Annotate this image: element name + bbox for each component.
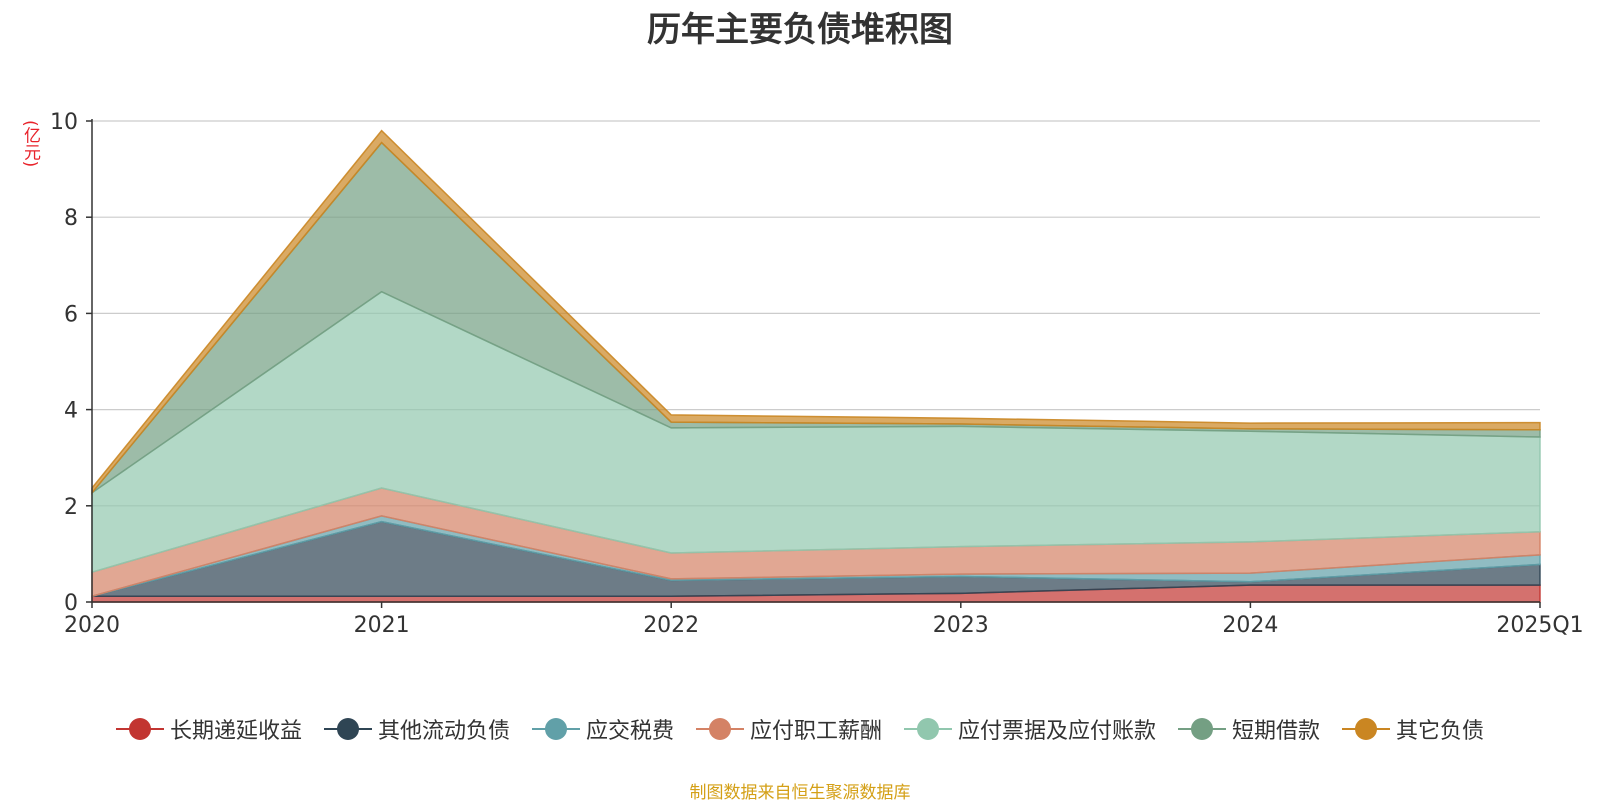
legend-label: 应付票据及应付账款 <box>958 719 1157 744</box>
legend-marker-icon <box>904 717 952 741</box>
legend-label: 其他流动负债 <box>377 719 510 744</box>
legend-label: 短期借款 <box>1232 719 1321 744</box>
legend-item-4[interactable]: 应付票据及应付账款 <box>904 713 1156 745</box>
legend-item-3[interactable]: 应付职工薪酬 <box>695 713 882 745</box>
source-note: 制图数据来自恒生聚源数据库 <box>689 783 911 803</box>
area-series-6[interactable] <box>91 129 1541 495</box>
legend-marker-icon <box>115 717 164 741</box>
legend-marker-icon <box>323 717 372 741</box>
legend-label: 长期递延收益 <box>169 719 302 744</box>
area-series <box>91 129 1541 603</box>
legend-label: 其它负债 <box>1396 719 1485 744</box>
legend-marker-icon <box>1178 717 1227 741</box>
y-tick-label: 10 <box>50 110 78 135</box>
legend-item-1[interactable]: 其他流动负债 <box>323 713 510 745</box>
legend-marker-icon <box>531 717 580 741</box>
legend-label: 应交税费 <box>585 719 674 744</box>
legend-label: 应付职工薪酬 <box>749 719 882 744</box>
y-tick-label: 0 <box>64 591 78 616</box>
legend-item-5[interactable]: 短期借款 <box>1178 713 1320 745</box>
legend-marker-icon <box>1342 717 1391 741</box>
legend-item-6[interactable]: 其它负债 <box>1342 713 1484 745</box>
legend-item-2[interactable]: 应交税费 <box>531 713 674 745</box>
x-tick-label: 2023 <box>933 613 989 638</box>
x-tick-label: 2025Q1 <box>1496 613 1583 638</box>
x-tick-label: 2021 <box>354 613 410 638</box>
legend: 长期递延收益 其他流动负债 应交税费 应付职工薪酬 应付票据及应付账款 短期借款 其它负债 <box>0 713 1600 745</box>
y-tick-label: 6 <box>64 302 78 327</box>
y-tick-label: 2 <box>64 495 78 520</box>
y-tick-label: 4 <box>64 399 78 424</box>
legend-marker-icon <box>695 717 744 741</box>
legend-item-0[interactable]: 长期递延收益 <box>115 713 302 745</box>
chart-title: 历年主要负债堆积图 <box>647 10 953 50</box>
y-tick-label: 8 <box>64 206 78 231</box>
y-axis-unit-label: (亿元) <box>20 120 40 168</box>
axes: 0 2 4 6 8 10 2020 2021 2022 2023 2024 2025Q1 <box>50 110 1584 638</box>
x-tick-label: 2024 <box>1222 613 1278 638</box>
x-tick-label: 2022 <box>643 613 699 638</box>
x-tick-label: 2020 <box>64 613 120 638</box>
